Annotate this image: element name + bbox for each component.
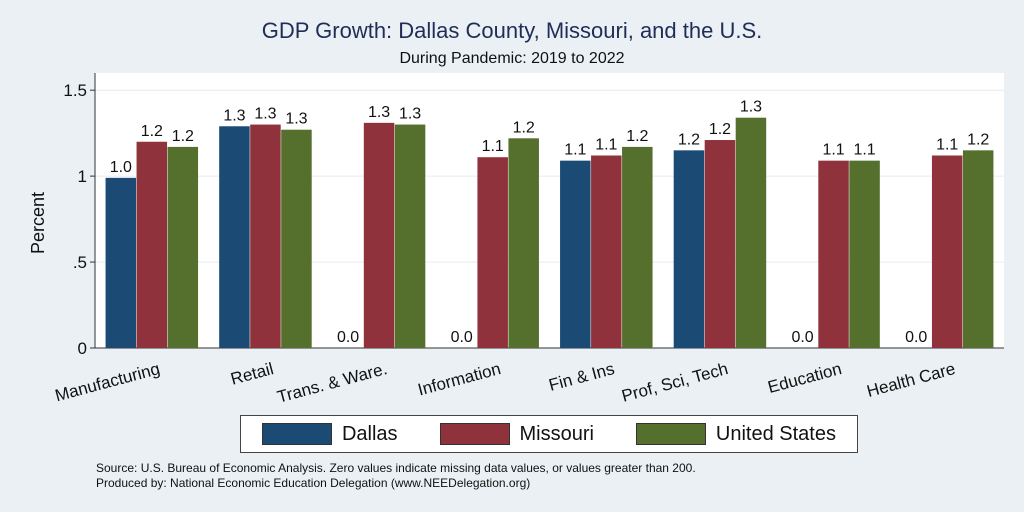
bar-dallas	[673, 150, 705, 348]
legend-item-united-states: United States	[635, 422, 836, 446]
data-label: 1.0	[110, 159, 132, 176]
bar-dallas	[219, 126, 250, 348]
bar-united-states	[849, 160, 880, 348]
x-tick-label: Manufacturing	[53, 359, 162, 405]
data-label: 0.0	[451, 329, 473, 346]
y-tick-label: .5	[73, 253, 87, 272]
chart-subtitle: During Pandemic: 2019 to 2022	[399, 50, 625, 67]
x-tick-label: Prof, Sci, Tech	[620, 359, 730, 406]
bar-united-states	[508, 138, 539, 348]
legend-swatch-united-states	[635, 423, 706, 445]
data-label: 1.2	[967, 131, 989, 148]
data-label: 1.3	[399, 106, 421, 123]
data-label: 1.3	[285, 111, 307, 128]
data-label: 1.3	[223, 107, 245, 124]
bar-united-states	[962, 150, 994, 348]
bar-missouri	[250, 124, 281, 348]
legend-label-dallas: Dallas	[341, 422, 398, 445]
y-tick-label: 0	[78, 339, 87, 358]
bar-dallas	[560, 160, 591, 348]
chart-title: GDP Growth: Dallas County, Missouri, and…	[261, 18, 763, 43]
data-label: 1.3	[254, 106, 276, 123]
data-label: 1.1	[595, 137, 617, 154]
data-label: 1.2	[172, 128, 194, 145]
x-tick-label: Education	[766, 359, 844, 397]
data-label: 1.3	[368, 104, 390, 121]
data-label: 1.1	[853, 142, 875, 159]
data-label: 1.1	[564, 142, 586, 159]
bar-dallas	[105, 177, 137, 348]
source-note: Source: U.S. Bureau of Economic Analysis…	[96, 461, 696, 475]
x-tick-label: Fin & Ins	[547, 359, 617, 395]
legend-swatch-missouri	[439, 423, 510, 445]
data-label: 1.2	[709, 121, 731, 138]
data-label: 0.0	[905, 329, 927, 346]
data-label: 0.0	[337, 329, 359, 346]
bar-missouri	[136, 141, 168, 348]
produced-by-note: Produced by: National Economic Education…	[96, 476, 531, 490]
bar-united-states	[735, 117, 767, 348]
x-tick-label: Information	[416, 359, 503, 399]
data-label: 1.3	[740, 99, 762, 116]
bar-missouri	[818, 160, 849, 348]
bar-united-states	[281, 129, 312, 348]
legend-item-dallas: Dallas	[261, 422, 398, 446]
legend-item-missouri: Missouri	[439, 422, 594, 446]
bar-missouri	[477, 157, 508, 348]
x-tick-label: Health Care	[865, 359, 958, 401]
data-label: 1.2	[141, 123, 163, 140]
data-label: 1.2	[513, 119, 535, 136]
bar-missouri	[931, 155, 963, 348]
data-label: 1.1	[482, 138, 504, 155]
y-tick-label: 1.5	[63, 81, 87, 100]
bar-missouri	[363, 122, 395, 348]
legend: Dallas Missouri United States	[240, 415, 858, 453]
x-tick-label: Retail	[229, 359, 276, 389]
legend-swatch-dallas	[261, 423, 332, 445]
bar-united-states	[394, 124, 426, 348]
data-label: 1.2	[678, 131, 700, 148]
bar-missouri	[591, 155, 622, 348]
bar-united-states	[622, 146, 653, 348]
data-label: 0.0	[791, 329, 813, 346]
data-label: 1.1	[936, 137, 958, 154]
bar-missouri	[704, 140, 736, 348]
bar-united-states	[167, 146, 199, 348]
data-label: 1.1	[822, 142, 844, 159]
x-tick-label: Trans. & Ware.	[275, 359, 389, 407]
legend-label-missouri: Missouri	[519, 422, 594, 445]
y-tick-label: 1	[78, 167, 87, 186]
legend-label-united-states: United States	[715, 422, 836, 445]
data-label: 1.2	[626, 128, 648, 145]
